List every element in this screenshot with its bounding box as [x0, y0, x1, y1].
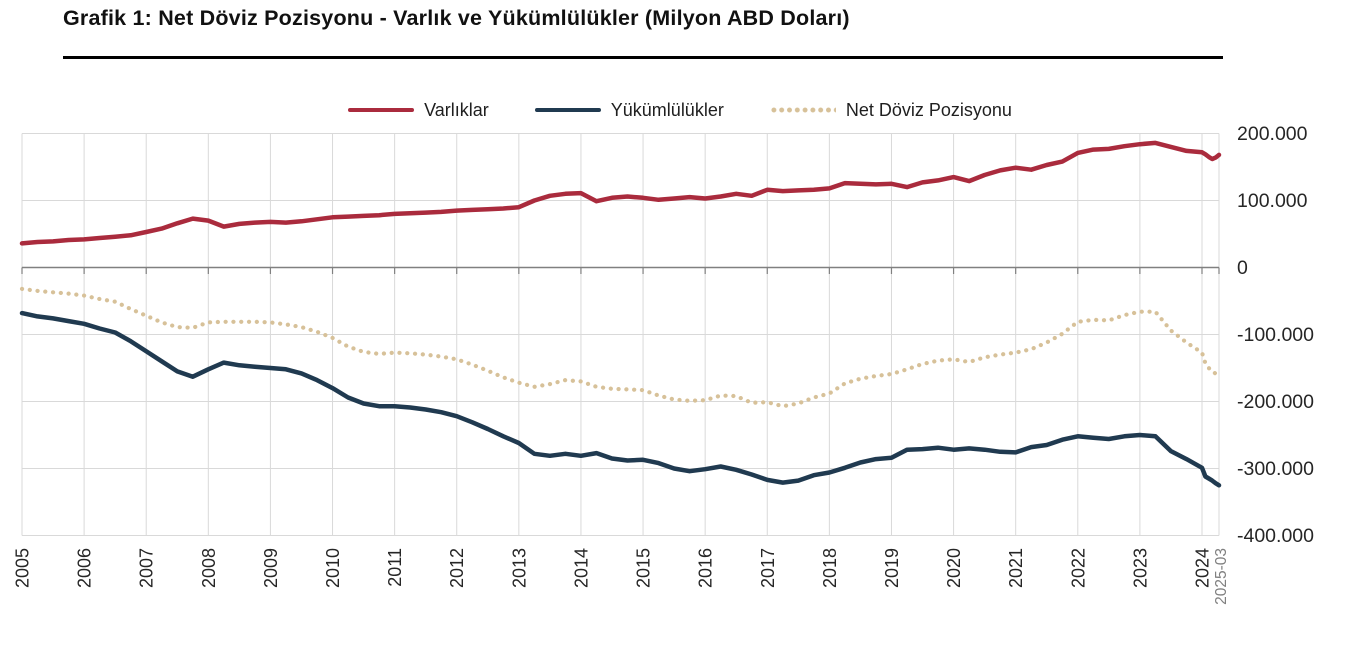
- x-tick-label-2007: 2007: [137, 548, 157, 588]
- x-tick-label-2023: 2023: [1130, 548, 1150, 588]
- y-tick-label-100000: 100.000: [1237, 190, 1308, 212]
- legend-item-yukumlulukler: Yükümlülükler: [534, 99, 724, 121]
- legend-label-net-doviz-pozisyonu: Net Döviz Pozisyonu: [845, 99, 1012, 120]
- y-tick-label-200000: 200.000: [1237, 123, 1308, 145]
- legend-line-swatch-yukumlulukler: [534, 107, 601, 113]
- x-tick-label-2016: 2016: [696, 548, 716, 588]
- x-tick-label-2019: 2019: [882, 548, 902, 588]
- y-tick-label-0: 0: [1237, 257, 1248, 279]
- legend-item-varliklar: Varlıklar: [348, 100, 489, 121]
- x-tick-label-2010: 2010: [323, 548, 343, 588]
- legend-label-yukumlulukler: Yükümlülükler: [610, 99, 724, 120]
- horizontal-gridlines: [22, 133, 1219, 536]
- y-tick-label--400000: -400.000: [1237, 525, 1314, 547]
- x-tick-label-2014: 2014: [571, 548, 591, 588]
- chart-legend: Varlıklar Yükümlülükler Net Döviz Pozisy…: [260, 96, 1100, 124]
- x-tick-label-2008: 2008: [199, 548, 219, 588]
- x-tick-label-2020: 2020: [944, 548, 964, 588]
- zero-axis-ticks: [21, 267, 1220, 274]
- legend-dotted-swatch-net-doviz-pozisyonu: [769, 107, 836, 113]
- x-tick-label-2022: 2022: [1068, 548, 1088, 588]
- y-tick-label--300000: -300.000: [1237, 458, 1314, 480]
- title-underline-rule: [63, 56, 1223, 59]
- x-tick-label-2013: 2013: [509, 548, 529, 588]
- y-tick-label--100000: -100.000: [1237, 324, 1314, 346]
- x-tick-label-2011: 2011: [385, 548, 405, 587]
- x-tick-label-2024: 2024: [1192, 548, 1212, 588]
- legend-line-swatch-varliklar: [348, 107, 415, 113]
- x-tick-label-2009: 2009: [261, 548, 281, 588]
- x-tick-label-2018: 2018: [820, 548, 840, 588]
- series-line-2: [19, 286, 1222, 409]
- x-tick-label-2005: 2005: [13, 548, 33, 588]
- x-tick-label-2021: 2021: [1006, 548, 1026, 588]
- y-axis-labels: 200.000 100.000 0 -100.000 -200.000 -300.000 -…: [1237, 123, 1314, 547]
- x-tick-label-2015: 2015: [634, 548, 654, 588]
- series-line-1: [19, 310, 1222, 488]
- x-tick-label-2012: 2012: [447, 548, 467, 588]
- series-line-0: [19, 140, 1222, 246]
- x-tick-label-2006: 2006: [75, 548, 95, 588]
- x-tick-label-last: 2025-03: [1213, 548, 1230, 605]
- x-axis-labels: 2005 2006 2007 2008 2009 2010 2011 2012 2013 2014…: [13, 548, 1231, 605]
- y-tick-label--200000: -200.000: [1237, 391, 1314, 413]
- chart-title: Grafik 1: Net Döviz Pozisyonu - Varlık v…: [63, 6, 850, 30]
- legend-label-varliklar: Varlıklar: [424, 99, 489, 120]
- legend-item-net-doviz-pozisyonu: Net Döviz Pozisyonu: [769, 99, 1012, 121]
- x-tick-label-2017: 2017: [758, 548, 778, 588]
